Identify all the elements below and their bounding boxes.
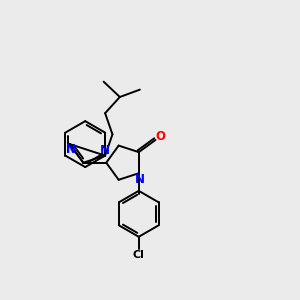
Text: Cl: Cl <box>133 250 145 260</box>
Text: N: N <box>135 173 145 186</box>
Text: N: N <box>100 144 110 157</box>
Text: N: N <box>66 143 76 157</box>
Text: O: O <box>156 130 166 143</box>
